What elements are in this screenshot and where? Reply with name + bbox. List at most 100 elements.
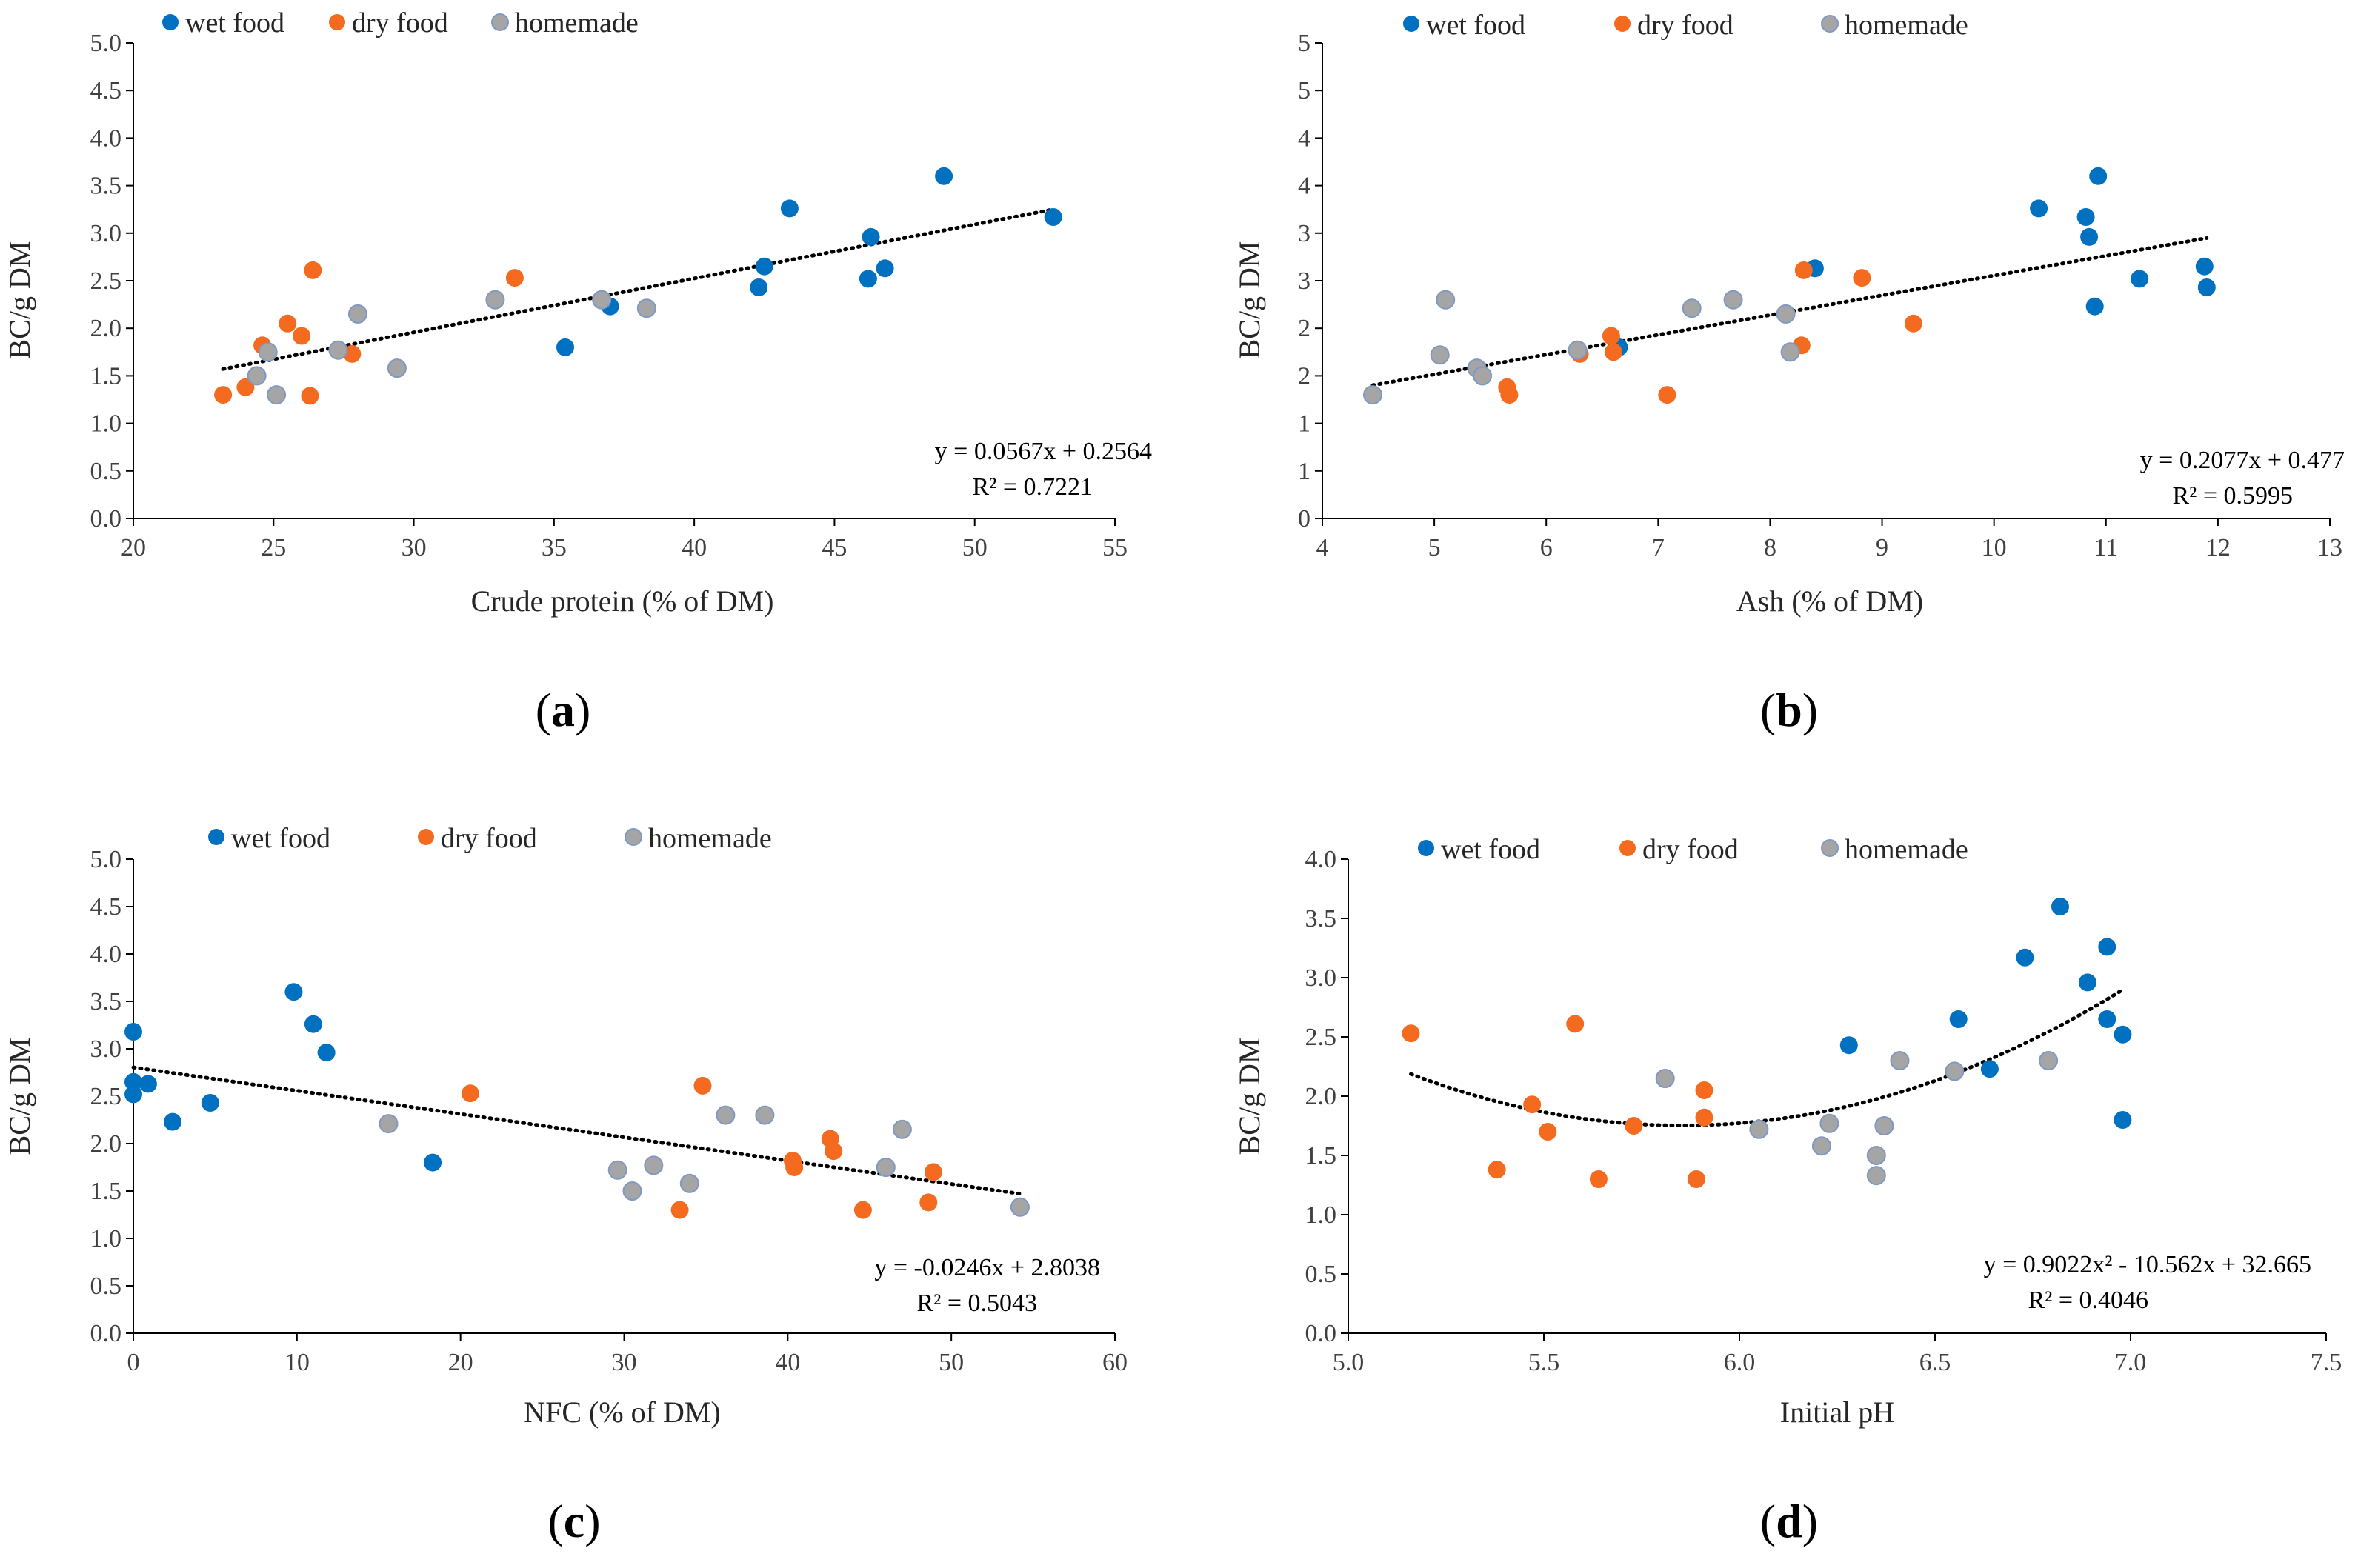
y-tick-label: 1.5	[1305, 1142, 1337, 1170]
x-tick-label: 6.0	[1724, 1349, 1756, 1376]
data-point	[1949, 1010, 1968, 1028]
trend-equation: y = 0.0567x + 0.2564	[935, 438, 1152, 465]
data-point	[1695, 1108, 1713, 1127]
y-tick-label: 2.5	[1305, 1024, 1337, 1051]
data-point	[2089, 167, 2108, 185]
data-point	[670, 1201, 689, 1219]
data-point	[859, 270, 877, 288]
data-point	[1500, 386, 1519, 404]
x-tick-label: 5	[1428, 534, 1441, 561]
data-point	[876, 259, 894, 278]
y-tick-label: 0	[1298, 505, 1310, 533]
data-point	[1945, 1061, 1965, 1081]
data-point	[124, 1023, 142, 1041]
data-point	[1539, 1123, 1557, 1141]
x-tick-label: 11	[2094, 534, 2118, 561]
data-point	[607, 1160, 627, 1180]
data-point	[1658, 386, 1676, 404]
x-tick-label: 50	[939, 1349, 964, 1376]
y-tick-label: 3	[1298, 267, 1310, 295]
y-tick-label: 1.0	[90, 1225, 122, 1252]
y-tick-label: 0.0	[90, 1320, 122, 1347]
trendline	[1370, 236, 2209, 387]
legend-marker-wet	[208, 829, 224, 845]
r-squared: R² = 0.5995	[2172, 482, 2293, 510]
data-point	[2039, 1051, 2059, 1070]
data-point	[284, 983, 303, 1001]
series-homemade	[1363, 290, 1800, 405]
y-tick-label: 2.0	[1305, 1083, 1337, 1110]
data-point	[862, 227, 880, 246]
legend-label-dry: dry food	[1637, 10, 1733, 41]
data-point	[755, 1105, 775, 1125]
data-point	[139, 1075, 157, 1093]
y-axis-label: BC/g DM	[3, 241, 36, 359]
data-point	[2016, 948, 2034, 967]
x-axis-label: Ash (% of DM)	[1736, 584, 1923, 618]
series-wet-food	[556, 167, 1062, 356]
data-point	[1853, 269, 1871, 287]
data-point	[267, 385, 287, 405]
data-point	[935, 167, 953, 185]
data-point	[1523, 1095, 1542, 1114]
x-tick-label: 10	[1982, 534, 2007, 561]
data-point	[755, 257, 773, 276]
y-tick-label: 2.0	[90, 1130, 122, 1158]
y-tick-label: 2.0	[90, 315, 122, 342]
data-point	[636, 298, 656, 318]
data-point	[1874, 1116, 1894, 1135]
data-point	[1819, 1113, 1839, 1133]
data-point	[1473, 366, 1493, 386]
legend-marker-home	[1821, 15, 1839, 33]
y-tick-label: 4.5	[90, 893, 122, 921]
data-point	[592, 290, 612, 310]
y-tick-label: 0.5	[1305, 1261, 1337, 1288]
x-tick-label: 10	[284, 1349, 310, 1376]
data-point	[1604, 343, 1622, 361]
legend-label-home: homemade	[648, 823, 772, 854]
y-tick-label: 5	[1298, 30, 1310, 57]
legend-marker-dry	[329, 14, 345, 30]
legend-marker-wet	[1418, 840, 1434, 856]
data-point	[924, 1163, 942, 1181]
data-point	[505, 269, 524, 287]
data-point	[853, 1201, 872, 1219]
panel-c: BC/g DM NFC (% of DM) wet food dry food …	[3, 823, 1128, 1547]
y-tick-label: 3.5	[1305, 905, 1337, 933]
data-point	[317, 1044, 336, 1062]
x-tick-label: 25	[261, 534, 286, 561]
y-tick-label: 4.5	[90, 77, 122, 104]
data-point	[2114, 1025, 2132, 1044]
data-point	[1794, 261, 1813, 279]
data-point	[1602, 327, 1620, 345]
y-tick-label: 2	[1298, 315, 1310, 342]
legend-label-dry: dry food	[1642, 834, 1739, 865]
x-tick-label: 8	[1764, 534, 1776, 561]
x-tick-label: 6	[1540, 534, 1553, 561]
y-tick-label: 5.0	[90, 30, 122, 57]
trendline	[221, 207, 1056, 371]
data-point	[1890, 1051, 1910, 1070]
y-tick-label: 4.0	[90, 124, 122, 152]
trend-equation: y = -0.0246x + 2.8038	[874, 1254, 1100, 1281]
data-point	[892, 1119, 912, 1139]
x-tick-label: 13	[2317, 534, 2342, 561]
data-point	[2131, 270, 2149, 288]
data-point	[304, 261, 322, 279]
data-point	[876, 1158, 896, 1177]
y-tick-label: 3.0	[90, 1035, 122, 1063]
panel-label: (b)	[1760, 684, 1818, 736]
panel-label: (a)	[536, 684, 591, 736]
y-axis-label: BC/g DM	[1233, 1038, 1266, 1155]
data-point	[919, 1193, 938, 1212]
x-tick-label: 7.5	[2311, 1349, 2342, 1376]
legend: wet food dry food homemade	[1403, 10, 1968, 41]
data-point	[301, 387, 319, 405]
y-tick-label: 1.0	[90, 410, 122, 438]
data-point	[293, 327, 311, 345]
series-wet-food	[1610, 167, 2216, 356]
data-point	[1430, 345, 1450, 365]
legend-label-wet: wet food	[1426, 10, 1525, 41]
data-point	[124, 1072, 142, 1091]
